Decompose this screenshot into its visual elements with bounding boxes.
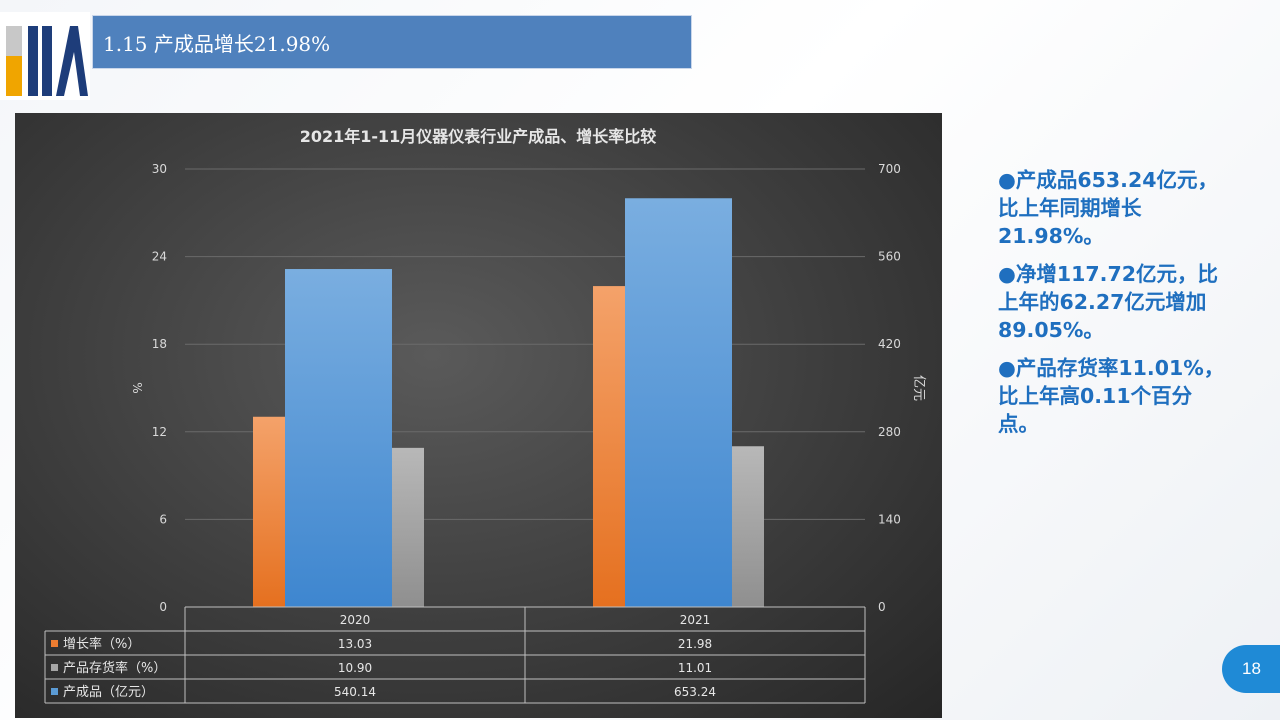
legend-label: 产品存货率（%）	[63, 660, 166, 676]
y-tick-label-right: 280	[878, 425, 901, 439]
y-tick-label-left: 0	[159, 600, 167, 614]
y-tick-label-right: 420	[878, 337, 901, 351]
page-number: 18	[1242, 659, 1261, 678]
legend-label: 增长率（%）	[63, 636, 140, 652]
y-tick-label-right: 560	[878, 250, 901, 264]
y-tick-label-left: 24	[152, 250, 167, 264]
legend-swatch	[51, 664, 58, 671]
summary-bullets: ●产成品653.24亿元，比上年同期增长21.98%。 ●净增117.72亿元，…	[998, 166, 1228, 448]
bar-增长率（%）-2020	[253, 416, 285, 607]
chart-panel: 2021年1-11月仪器仪表行业产成品、增长率比较 0 6 12 18 24 30 0 140 2…	[15, 113, 942, 718]
siia-logo	[0, 12, 90, 100]
table-value: 13.03	[338, 637, 372, 651]
table-value: 540.14	[334, 685, 376, 699]
bar-增长率（%）-2021	[593, 286, 625, 607]
bar-产品存货率（%）-2020	[392, 447, 424, 607]
y-tick-label-left: 18	[152, 337, 167, 351]
bar-产成品（亿元）-2020	[285, 269, 392, 607]
slide-title: 1.15 产成品增长21.98%	[103, 31, 331, 56]
page-number-badge: 18	[1222, 645, 1280, 693]
y-axis-title-right: 亿元	[911, 375, 926, 401]
legend-swatch	[51, 688, 58, 695]
siia-logo-mark	[0, 12, 90, 100]
legend-label: 产成品（亿元）	[63, 685, 154, 700]
y-tick-label-right: 0	[878, 600, 886, 614]
bar-chart: 2021年1-11月仪器仪表行业产成品、增长率比较 0 6 12 18 24 30 0 140 2…	[44, 127, 926, 704]
y-tick-label-right: 140	[878, 512, 901, 526]
table-value: 653.24	[674, 685, 716, 699]
x-tick-label: 2020	[340, 613, 371, 627]
y-tick-label-left: 12	[152, 425, 167, 439]
y-tick-label-left: 6	[159, 512, 167, 526]
slide-title-bar: 1.15 产成品增长21.98%	[92, 15, 692, 69]
y-tick-label-right: 700	[878, 162, 901, 176]
chart-title: 2021年1-11月仪器仪表行业产成品、增长率比较	[300, 127, 657, 146]
y-tick-label-left: 30	[152, 162, 167, 176]
bullet-item: ●产成品653.24亿元，比上年同期增长21.98%。	[998, 168, 1218, 248]
bar-产品存货率（%）-2021	[732, 446, 764, 607]
table-value: 11.01	[678, 661, 712, 675]
bullet-item: ●净增117.72亿元，比上年的62.27亿元增加89.05%。	[998, 262, 1218, 342]
x-tick-label: 2021	[680, 613, 711, 627]
bar-产成品（亿元）-2021	[625, 198, 732, 607]
table-value: 21.98	[678, 637, 712, 651]
bullet-item: ●产品存货率11.01%，比上年高0.11个百分点。	[998, 356, 1225, 436]
legend-swatch	[51, 640, 58, 647]
y-axis-title-left: %	[130, 382, 144, 393]
table-value: 10.90	[338, 661, 372, 675]
